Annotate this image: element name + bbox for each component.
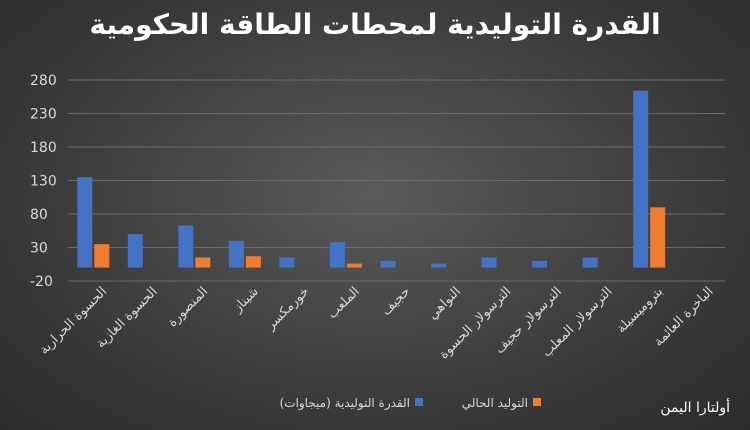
legend-label-capacity: القدرة التوليدية (ميجاوات) — [280, 396, 410, 411]
x-category-label: حجيف — [379, 284, 414, 319]
bar-capacity — [582, 257, 598, 268]
bar-capacity — [178, 225, 194, 268]
chart-title: القدرة التوليدية لمحطات الطاقة الحكومية — [89, 8, 661, 41]
bar-capacity — [77, 177, 93, 268]
y-tick-label: 230 — [30, 107, 57, 123]
y-tick-label: 80 — [30, 207, 48, 223]
bar-current — [346, 263, 362, 268]
x-category-label: الملعب — [325, 284, 363, 322]
bar-capacity — [431, 263, 447, 268]
bar-capacity — [279, 257, 295, 268]
legend-swatch-current — [533, 398, 541, 406]
bar-capacity — [127, 234, 143, 268]
bar-current — [650, 207, 666, 268]
bar-capacity — [380, 260, 396, 268]
x-category-label: خورمكسر — [263, 284, 312, 333]
bar-capacity — [532, 260, 548, 268]
bar-current — [245, 256, 261, 268]
legend-swatch-capacity — [415, 398, 423, 406]
y-tick-label: -20 — [30, 274, 53, 290]
bar-current — [195, 257, 211, 268]
watermark-text: أولتارا اليمن — [660, 400, 730, 416]
bar-current — [94, 244, 110, 268]
y-tick-label: 280 — [30, 73, 57, 89]
x-category-label: شيناز — [230, 284, 262, 316]
bar-capacity — [633, 90, 649, 268]
bar-capacity — [329, 242, 345, 268]
y-tick-label: 130 — [30, 174, 57, 190]
x-category-label: النواهي — [425, 284, 464, 323]
bar-capacity — [228, 240, 244, 268]
bar-capacity — [481, 257, 497, 268]
x-category-label: بتروميسيلة — [614, 284, 666, 336]
y-tick-label: 180 — [30, 140, 57, 156]
x-category-label: المنصورة — [165, 284, 211, 330]
y-tick-label: 30 — [30, 241, 48, 257]
legend-label-current: التوليد الحالي — [462, 396, 528, 411]
